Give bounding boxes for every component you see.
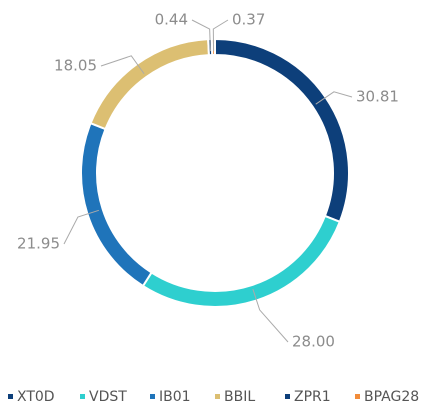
legend-swatch — [8, 394, 13, 399]
value-label: 0.44 — [155, 11, 188, 29]
legend-label: BBIL — [224, 389, 255, 404]
leader-line — [191, 19, 211, 52]
donut-slice — [214, 37, 350, 224]
donut-slice — [141, 214, 342, 308]
legend-label: XT0D — [17, 389, 55, 404]
leader-line — [212, 19, 229, 52]
legend-swatch — [80, 394, 85, 399]
value-label: 21.95 — [17, 235, 60, 253]
value-label: 30.81 — [356, 88, 399, 106]
leader-line — [100, 55, 145, 75]
value-label: 0.37 — [232, 11, 265, 29]
legend-label: IB01 — [159, 389, 191, 404]
donut-slice — [89, 38, 211, 131]
value-label: 28.00 — [292, 333, 335, 351]
legend-label: BPAG28 — [364, 389, 419, 404]
legend-label: ZPR1 — [294, 389, 331, 404]
legend-swatch — [150, 394, 155, 399]
donut-slice — [80, 121, 153, 288]
leader-line — [315, 91, 353, 105]
leader-line — [63, 209, 100, 245]
legend-swatch — [355, 394, 360, 399]
legend-label: VDST — [89, 389, 127, 404]
leader-line — [252, 288, 289, 343]
value-label: 18.05 — [54, 57, 97, 75]
legend-swatch — [215, 394, 220, 399]
legend-swatch — [285, 394, 290, 399]
